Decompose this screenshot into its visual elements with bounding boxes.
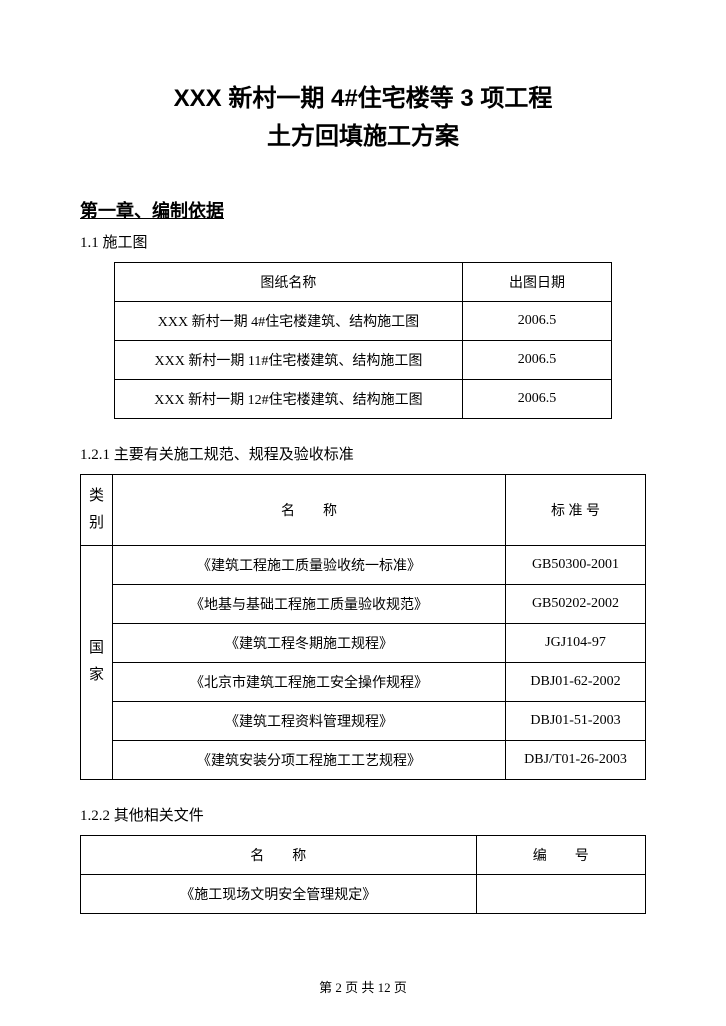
table-row: 图纸名称 出图日期: [114, 262, 611, 301]
cell-name: 《建筑工程资料管理规程》: [113, 701, 506, 740]
category-cell: 国家: [81, 545, 113, 779]
cell-date: 2006.5: [462, 340, 611, 379]
column-header: 图纸名称: [114, 262, 462, 301]
table-drawings: 图纸名称 出图日期 XXX 新村一期 4#住宅楼建筑、结构施工图 2006.5 …: [114, 262, 612, 419]
cell-name: XXX 新村一期 4#住宅楼建筑、结构施工图: [114, 301, 462, 340]
column-header-code: 标 准 号: [506, 474, 646, 545]
cell-name: 《施工现场文明安全管理规定》: [81, 874, 477, 913]
table-row: 国家 《建筑工程施工质量验收统一标准》 GB50300-2001: [81, 545, 646, 584]
cell-date: 2006.5: [462, 379, 611, 418]
cell-code: DBJ01-62-2002: [506, 662, 646, 701]
table-row: 《施工现场文明安全管理规定》: [81, 874, 646, 913]
table-other-docs: 名 称 编 号 《施工现场文明安全管理规定》: [80, 835, 646, 914]
table-row: 《建筑安装分项工程施工工艺规程》 DBJ/T01-26-2003: [81, 740, 646, 779]
column-header-name: 名 称: [113, 474, 506, 545]
title-line-1: XXX 新村一期 4#住宅楼等 3 项工程: [80, 80, 646, 118]
cell-code: [476, 874, 646, 913]
cell-name: 《建筑安装分项工程施工工艺规程》: [113, 740, 506, 779]
table-row: XXX 新村一期 4#住宅楼建筑、结构施工图 2006.5: [114, 301, 611, 340]
title-line-2: 土方回填施工方案: [80, 118, 646, 156]
table-row: 《建筑工程冬期施工规程》 JGJ104-97: [81, 623, 646, 662]
cell-code: GB50202-2002: [506, 584, 646, 623]
table-row: XXX 新村一期 12#住宅楼建筑、结构施工图 2006.5: [114, 379, 611, 418]
cell-code: DBJ/T01-26-2003: [506, 740, 646, 779]
cell-name: 《建筑工程冬期施工规程》: [113, 623, 506, 662]
cell-code: DBJ01-51-2003: [506, 701, 646, 740]
table-row: XXX 新村一期 11#住宅楼建筑、结构施工图 2006.5: [114, 340, 611, 379]
section-1-2-2-label: 1.2.2 其他相关文件: [80, 804, 646, 825]
table-standards: 类别 名 称 标 准 号 国家 《建筑工程施工质量验收统一标准》 GB50300…: [80, 474, 646, 780]
cell-name: XXX 新村一期 12#住宅楼建筑、结构施工图: [114, 379, 462, 418]
column-header-category: 类别: [81, 474, 113, 545]
table-row: 《建筑工程资料管理规程》 DBJ01-51-2003: [81, 701, 646, 740]
table-row: 《地基与基础工程施工质量验收规范》 GB50202-2002: [81, 584, 646, 623]
cell-code: JGJ104-97: [506, 623, 646, 662]
cell-name: XXX 新村一期 11#住宅楼建筑、结构施工图: [114, 340, 462, 379]
cell-name: 《建筑工程施工质量验收统一标准》: [113, 545, 506, 584]
chapter-heading: 第一章、编制依据: [80, 197, 646, 223]
page-footer: 第 2 页 共 12 页: [0, 977, 726, 996]
cell-date: 2006.5: [462, 301, 611, 340]
cell-code: GB50300-2001: [506, 545, 646, 584]
table-row: 类别 名 称 标 准 号: [81, 474, 646, 545]
table-row: 《北京市建筑工程施工安全操作规程》 DBJ01-62-2002: [81, 662, 646, 701]
column-header: 出图日期: [462, 262, 611, 301]
column-header-code: 编 号: [476, 835, 646, 874]
table-row: 名 称 编 号: [81, 835, 646, 874]
cell-name: 《地基与基础工程施工质量验收规范》: [113, 584, 506, 623]
column-header-name: 名 称: [81, 835, 477, 874]
cell-name: 《北京市建筑工程施工安全操作规程》: [113, 662, 506, 701]
document-title: XXX 新村一期 4#住宅楼等 3 项工程 土方回填施工方案: [80, 80, 646, 157]
section-1-1-label: 1.1 施工图: [80, 231, 646, 252]
section-1-2-1-label: 1.2.1 主要有关施工规范、规程及验收标准: [80, 443, 646, 464]
